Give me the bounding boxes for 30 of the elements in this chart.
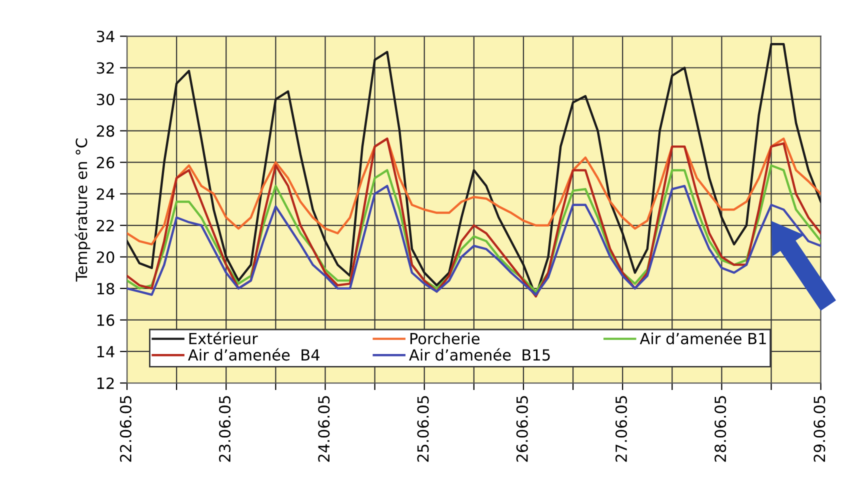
line-series: [127, 164, 821, 293]
y-tick-label: 14: [97, 346, 114, 358]
x-tick-label: 23.06.05: [219, 396, 231, 462]
line-series: [127, 138, 821, 298]
x-tick-label: 22.06.05: [120, 396, 132, 462]
x-tick-label: 24.06.05: [318, 396, 330, 462]
x-tick-label: 27.06.05: [615, 396, 628, 462]
x-tick-label: 25.06.05: [417, 396, 429, 462]
legend-label: Porcherie: [410, 332, 480, 344]
y-tick-label: 22: [96, 220, 114, 232]
y-tick-label: 12: [97, 377, 114, 389]
legend-label: Extérieur: [189, 332, 258, 344]
y-axis-title: Température en °C: [74, 138, 90, 282]
legend-label: Air d’amenée B4: [188, 348, 320, 361]
legend-label: Air d’amenée B15: [409, 348, 550, 361]
line-series: [127, 184, 821, 296]
y-tick-label: 24: [96, 188, 114, 200]
legend-label: Air d’amenée B1: [640, 332, 766, 344]
x-tick-label: 26.06.05: [516, 396, 528, 462]
x-tick-label: 29.06.05: [814, 396, 826, 462]
line-series: [127, 138, 821, 246]
y-tick-label: 26: [96, 156, 114, 168]
y-tick-label: 32: [96, 62, 114, 74]
y-tick-label: 34: [96, 30, 114, 42]
y-tick-label: 30: [96, 94, 114, 106]
y-tick-label: 20: [96, 251, 114, 263]
x-tick-label: 28.06.05: [714, 396, 726, 462]
y-tick-label: 18: [97, 282, 114, 294]
y-tick-label: 28: [96, 125, 114, 137]
y-tick-label: 16: [97, 314, 114, 326]
